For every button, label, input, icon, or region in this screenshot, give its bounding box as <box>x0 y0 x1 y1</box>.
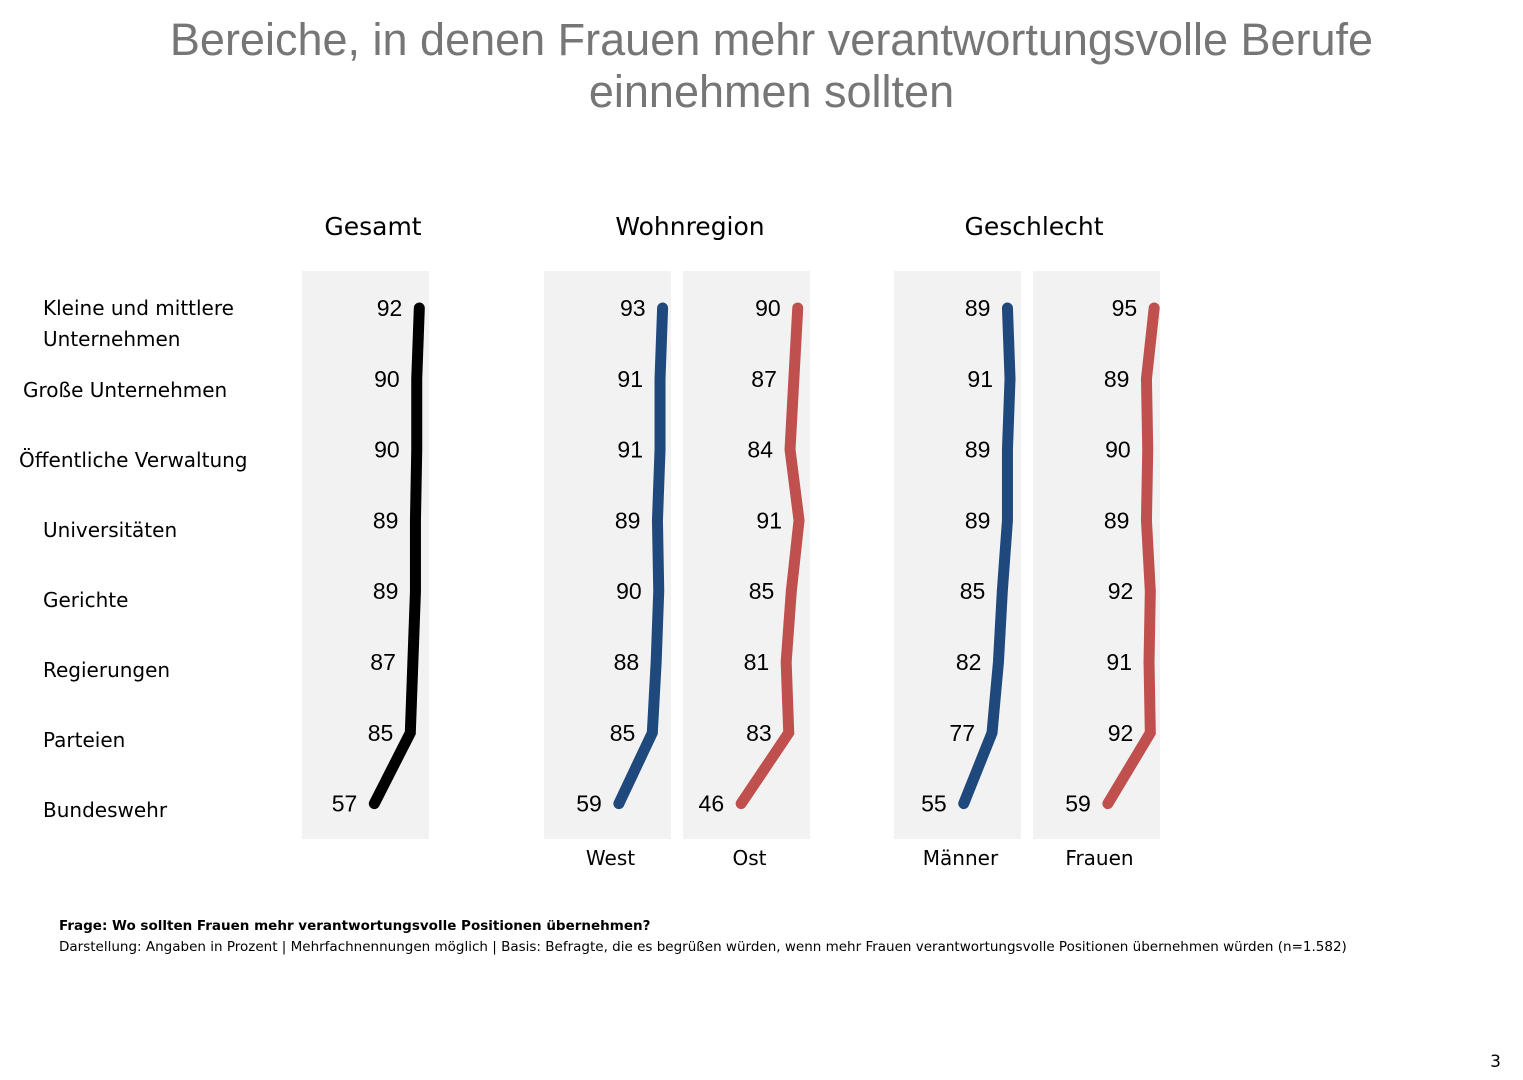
data-label: 83 <box>746 720 772 746</box>
data-label: 89 <box>373 578 399 604</box>
data-label: 91 <box>756 507 782 533</box>
data-label: 57 <box>332 791 358 817</box>
series-ost: 90 87 84 91 85 81 83 46 <box>683 271 810 839</box>
footnote-question: Frage: Wo sollten Frauen mehr verantwort… <box>59 918 651 934</box>
series-line-manner <box>958 302 1016 810</box>
data-label: 89 <box>1104 366 1130 392</box>
panel-background-west <box>544 271 671 839</box>
data-label: 85 <box>960 578 986 604</box>
series-line-ost <box>735 302 805 810</box>
row-label-regierungen: Regierungen <box>43 658 171 682</box>
series-manner: 89 91 89 89 85 82 77 55 <box>894 271 1021 839</box>
series-line-frauen <box>1102 302 1160 810</box>
data-label: 90 <box>1105 437 1131 463</box>
data-label: 59 <box>576 791 602 817</box>
data-label: 90 <box>374 366 400 392</box>
data-label: 90 <box>755 295 781 321</box>
panel-label-ost: Ost <box>732 846 767 870</box>
data-label: 89 <box>965 507 991 533</box>
series-gesamt: 92 90 90 89 89 87 85 57 <box>302 271 429 839</box>
data-label: 81 <box>744 649 770 675</box>
data-label: 89 <box>965 437 991 463</box>
page-number: 3 <box>1490 1052 1501 1072</box>
data-label: 89 <box>1104 507 1130 533</box>
panel-label-maenner: Männer <box>922 846 999 870</box>
data-label: 85 <box>749 578 775 604</box>
data-label: 93 <box>620 295 646 321</box>
footnote-basis: Darstellung: Angaben in Prozent | Mehrfa… <box>59 939 1347 955</box>
series-line-west <box>613 302 669 810</box>
row-label-grosse-unternehmen: Große Unternehmen <box>23 378 228 402</box>
data-label: 92 <box>377 295 403 321</box>
data-label: 85 <box>368 720 394 746</box>
panel-label-west: West <box>585 846 636 870</box>
panel-background-gesamt <box>302 271 429 839</box>
data-label: 91 <box>967 366 993 392</box>
data-label: 90 <box>374 437 400 463</box>
data-label: 87 <box>751 366 777 392</box>
series-west: 93 91 91 89 90 88 85 59 <box>544 271 671 839</box>
panel-background-ost <box>683 271 810 839</box>
series-line-gesamt <box>368 302 425 810</box>
data-label: 92 <box>1108 720 1134 746</box>
data-label: 89 <box>615 507 641 533</box>
data-label: 55 <box>921 791 947 817</box>
group-title-geschlecht: Geschlecht <box>964 212 1104 241</box>
data-label: 82 <box>956 649 982 675</box>
data-label: 84 <box>747 437 773 463</box>
data-label: 87 <box>370 649 396 675</box>
row-label-gerichte: Gerichte <box>43 588 129 612</box>
data-label: 90 <box>616 578 642 604</box>
data-label: 91 <box>1106 649 1132 675</box>
data-label: 88 <box>614 649 640 675</box>
row-label-bundeswehr: Bundeswehr <box>43 798 168 822</box>
row-label-oeffentliche-verwaltung: Öffentliche Verwaltung <box>19 448 248 472</box>
data-label: 91 <box>617 366 643 392</box>
row-label-parteien: Parteien <box>43 728 126 752</box>
row-label-kleine-mittlere-unternehmen: Kleine und mittlere Unternehmen <box>43 293 263 355</box>
chart-title: Bereiche, in denen Frauen mehr verantwor… <box>0 14 1523 118</box>
chart-title-line-2: einnehmen sollten <box>588 66 955 117</box>
chart-title-line-1: Bereiche, in denen Frauen mehr verantwor… <box>169 14 1374 65</box>
series-frauen: 95 89 90 89 92 91 92 59 <box>1033 271 1160 839</box>
data-label: 59 <box>1065 791 1091 817</box>
data-label: 89 <box>965 295 991 321</box>
row-label-universitaeten: Universitäten <box>43 518 178 542</box>
group-title-gesamt: Gesamt <box>324 212 422 241</box>
data-label: 95 <box>1112 295 1138 321</box>
group-title-wohnregion: Wohnregion <box>615 212 765 241</box>
data-label: 77 <box>949 720 975 746</box>
panel-label-frauen: Frauen <box>1065 846 1134 870</box>
row-label-text: Kleine und mittlere Unternehmen <box>43 296 234 351</box>
data-label: 89 <box>373 507 399 533</box>
data-label: 91 <box>617 437 643 463</box>
data-label: 85 <box>610 720 636 746</box>
data-label: 46 <box>699 791 725 817</box>
data-label: 92 <box>1108 578 1134 604</box>
